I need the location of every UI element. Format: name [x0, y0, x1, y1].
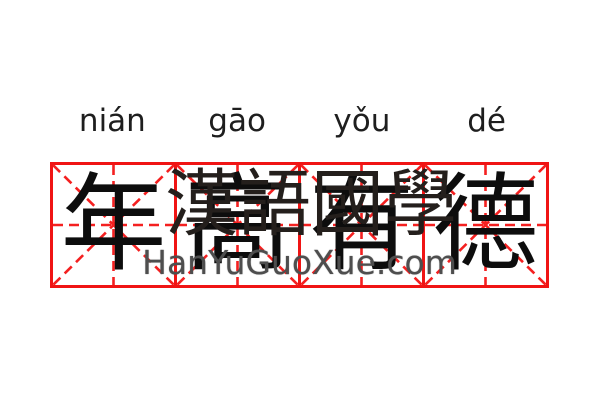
hanzi-character-2: 高 — [184, 163, 291, 286]
pinyin-row: nián gāo yǒu dé — [50, 102, 549, 140]
hanzi-character-4: 德 — [432, 163, 539, 286]
watermark-site-text: HanYuGuoXue.com — [142, 243, 457, 282]
character-grid: 年 高 有 — [50, 162, 549, 288]
grid-cell-1: 年 — [53, 165, 174, 285]
pinyin-syllable-3: yǒu — [333, 103, 391, 139]
hanzi-character-3: 有 — [308, 163, 415, 286]
grid-cell-3: 有 — [298, 165, 422, 285]
pinyin-syllable-1: nián — [78, 103, 146, 139]
pinyin-syllable-2: gāo — [208, 103, 266, 139]
grid-cell-4: 德 — [422, 165, 546, 285]
mizige-guides-icon — [425, 165, 546, 285]
mizige-guides-icon — [177, 165, 298, 285]
hanzi-character-1: 年 — [60, 163, 167, 286]
mizige-guides-icon — [301, 165, 422, 285]
watermark-cjk-text: 漢語國學 — [165, 162, 457, 247]
mizige-guides-icon — [53, 165, 174, 285]
grid-cell-2: 高 — [174, 165, 298, 285]
pinyin-syllable-4: dé — [467, 103, 506, 139]
